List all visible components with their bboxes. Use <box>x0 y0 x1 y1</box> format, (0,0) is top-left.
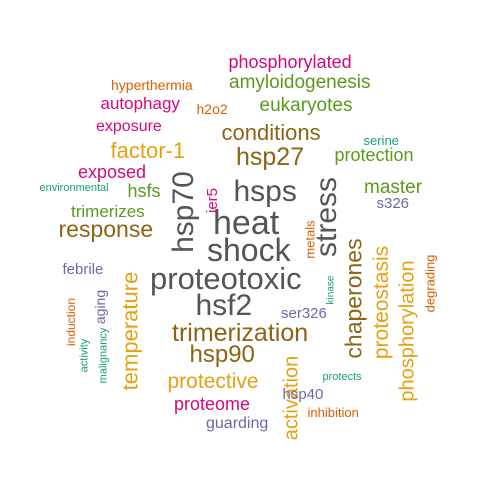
word-trimerization: trimerization <box>172 318 309 347</box>
word-serine: serine <box>363 132 399 148</box>
word-protects: protects <box>322 370 362 383</box>
word-hsps: hsps <box>233 175 297 208</box>
word-amyloidogenesis: amyloidogenesis <box>229 71 371 93</box>
word-ier5: ier5 <box>203 187 221 213</box>
word-h2o2: h2o2 <box>196 101 228 117</box>
word-protective: protective <box>167 369 259 393</box>
word-autophagy: autophagy <box>100 93 180 113</box>
word-s326: s326 <box>376 194 410 212</box>
word-response: response <box>58 215 154 242</box>
word-hsp40: hsp40 <box>282 385 324 403</box>
word-protection: protection <box>334 145 414 165</box>
word-exposure: exposure <box>96 118 162 135</box>
word-aging: aging <box>92 289 109 325</box>
word-heat: heat <box>213 204 280 242</box>
word-master: master <box>364 176 423 198</box>
word-febrile: febrile <box>62 260 104 278</box>
word-phosphorylated: phosphorylated <box>228 52 352 72</box>
word-exposed: exposed <box>78 162 147 182</box>
word-activity: activity <box>78 338 91 372</box>
word-guarding: guarding <box>206 415 269 432</box>
word-trimerizes: trimerizes <box>71 201 145 221</box>
word-eukaryotes: eukaryotes <box>259 94 353 116</box>
word-shock: shock <box>207 232 291 268</box>
word-temperature: temperature <box>116 271 142 391</box>
word-hsf2: hsf2 <box>195 289 253 322</box>
word-proteostasis: proteostasis <box>369 245 393 359</box>
word-metals: metals <box>302 219 318 259</box>
word-malignancy: malignancy <box>97 327 110 383</box>
word-inhibition: inhibition <box>307 404 359 420</box>
word-factor-1: factor-1 <box>110 138 186 163</box>
word-proteome: proteome <box>174 394 251 414</box>
word-phosphorylation: phosphorylation <box>396 260 419 402</box>
word-environmental: environmental <box>39 181 109 194</box>
word-hsfs: hsfs <box>127 181 161 201</box>
word-hsp90: hsp90 <box>189 341 255 368</box>
word-kinase: kinase <box>324 275 336 305</box>
word-hsp70: hsp70 <box>166 171 200 253</box>
word-degrading: degrading <box>422 254 438 312</box>
word-proteotoxic: proteotoxic <box>150 260 302 296</box>
word-induction: induction <box>64 297 79 347</box>
word-conditions: conditions <box>221 120 321 145</box>
word-ser326: ser326 <box>281 304 327 322</box>
word-hsp27: hsp27 <box>236 142 305 171</box>
word-chaperones: chaperones <box>340 237 367 359</box>
word-hyperthermia: hyperthermia <box>111 77 193 93</box>
